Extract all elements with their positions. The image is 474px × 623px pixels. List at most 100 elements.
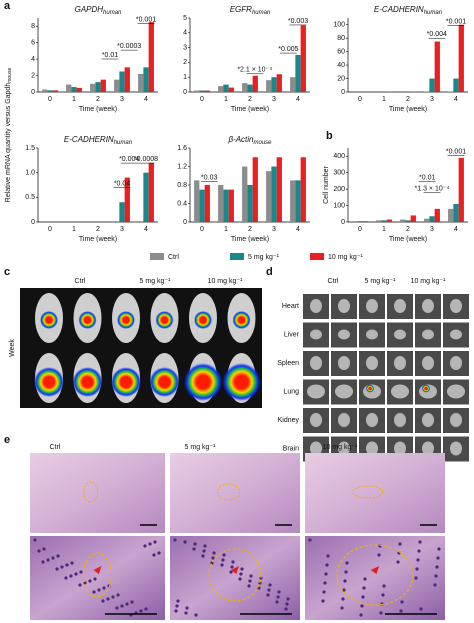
- organ: [307, 384, 325, 399]
- bar: [300, 157, 306, 222]
- y-tick-label: 0: [341, 219, 345, 226]
- nucleus: [277, 590, 281, 594]
- column-header: Ctrl: [75, 278, 86, 285]
- nucleus: [56, 554, 60, 558]
- bar: [429, 216, 435, 222]
- y-tick-label: 8: [31, 23, 35, 30]
- organ: [338, 413, 350, 427]
- bar: [405, 220, 411, 222]
- y-tick-label: 4: [31, 56, 35, 63]
- x-tick-label: 1: [72, 226, 76, 233]
- bar: [204, 185, 210, 222]
- nucleus: [203, 544, 207, 548]
- y-tick-label: 0: [341, 89, 345, 96]
- organ: [422, 441, 434, 456]
- region-outline: [83, 481, 99, 503]
- bar: [223, 189, 229, 222]
- chart-title: EGFRhuman: [230, 5, 271, 15]
- bar: [429, 78, 435, 92]
- nucleus: [55, 567, 59, 571]
- nucleus: [361, 595, 365, 599]
- bar: [119, 202, 125, 222]
- bar: [247, 84, 253, 92]
- organ: [366, 329, 378, 340]
- bar: [424, 218, 430, 222]
- row-label: Lung: [283, 388, 299, 395]
- bar: [271, 166, 277, 222]
- y-axis-label: Cell number: [323, 165, 330, 203]
- x-axis-label: Time (week): [389, 106, 427, 113]
- x-tick-label: 1: [382, 226, 386, 233]
- lung-signal: [422, 384, 430, 393]
- nucleus: [434, 574, 438, 578]
- title-sub: human: [103, 10, 122, 16]
- bar: [204, 90, 210, 92]
- organ: [310, 299, 322, 313]
- nucleus: [212, 551, 216, 555]
- x-tick-label: 2: [248, 96, 252, 103]
- x-tick-label: 4: [144, 226, 148, 233]
- nucleus: [435, 565, 439, 569]
- organ: [447, 384, 465, 399]
- nucleus: [74, 572, 78, 576]
- x-axis-label: Time (week): [389, 236, 427, 243]
- y-tick-label: 300: [333, 170, 345, 177]
- bar: [223, 84, 229, 92]
- nucleus: [399, 609, 403, 613]
- region-outline: [217, 483, 240, 501]
- x-tick-label: 4: [296, 226, 300, 233]
- nucleus: [211, 556, 215, 560]
- nucleus: [230, 565, 234, 569]
- bar: [453, 78, 459, 92]
- y-tick-label: 1: [183, 74, 187, 81]
- bar: [148, 22, 154, 92]
- row-label: 1: [26, 315, 30, 322]
- bar: [453, 203, 459, 222]
- title-sub: human: [252, 10, 271, 16]
- nucleus: [139, 609, 143, 613]
- annotation: *1.3 × 10⁻⁴: [415, 186, 450, 193]
- annotation: *0.01: [419, 174, 435, 181]
- bar: [138, 73, 144, 92]
- organ: [450, 329, 462, 340]
- x-tick-label: 3: [430, 96, 434, 103]
- nucleus: [92, 590, 96, 594]
- organ: [366, 356, 378, 370]
- bar: [290, 77, 296, 92]
- x-tick-label: 1: [72, 96, 76, 103]
- bar: [458, 157, 464, 222]
- bar: [90, 83, 96, 92]
- column-header: 5 mg kg⁻¹: [140, 278, 172, 285]
- panel-label: d: [266, 266, 273, 278]
- bar: [66, 84, 72, 92]
- bar: [242, 83, 248, 92]
- bar: [352, 221, 358, 222]
- nucleus: [286, 597, 290, 601]
- nucleus: [183, 540, 187, 544]
- nucleus: [222, 553, 226, 557]
- legend-swatch: [310, 253, 324, 260]
- nucleus: [41, 560, 45, 564]
- x-tick-label: 3: [272, 96, 276, 103]
- x-axis-label: Time (week): [231, 106, 269, 113]
- x-tick-label: 0: [48, 226, 52, 233]
- y-tick-label: 200: [333, 186, 345, 193]
- annotation: *0.03: [201, 174, 217, 181]
- nucleus: [340, 606, 344, 610]
- y-tick-label: 0.5: [25, 194, 35, 201]
- organ: [366, 441, 378, 456]
- y-tick-label: 0.8: [177, 182, 187, 189]
- x-tick-label: 1: [382, 96, 386, 103]
- x-axis-label: Time (week): [231, 236, 269, 243]
- chart-title: E-CADHERINhuman: [374, 5, 443, 15]
- bar: [266, 171, 272, 222]
- panel-label: e: [4, 434, 10, 446]
- nucleus: [33, 538, 37, 542]
- row-label: Spleen: [277, 360, 299, 367]
- y-tick-label: 2: [183, 59, 187, 66]
- bar: [42, 89, 48, 92]
- column-header: 5 mg kg⁻¹: [185, 444, 217, 451]
- bioluminescence: [34, 367, 64, 397]
- chart-title: E-CADHERINhuman: [64, 135, 133, 145]
- annotation: *0.0003: [117, 43, 141, 50]
